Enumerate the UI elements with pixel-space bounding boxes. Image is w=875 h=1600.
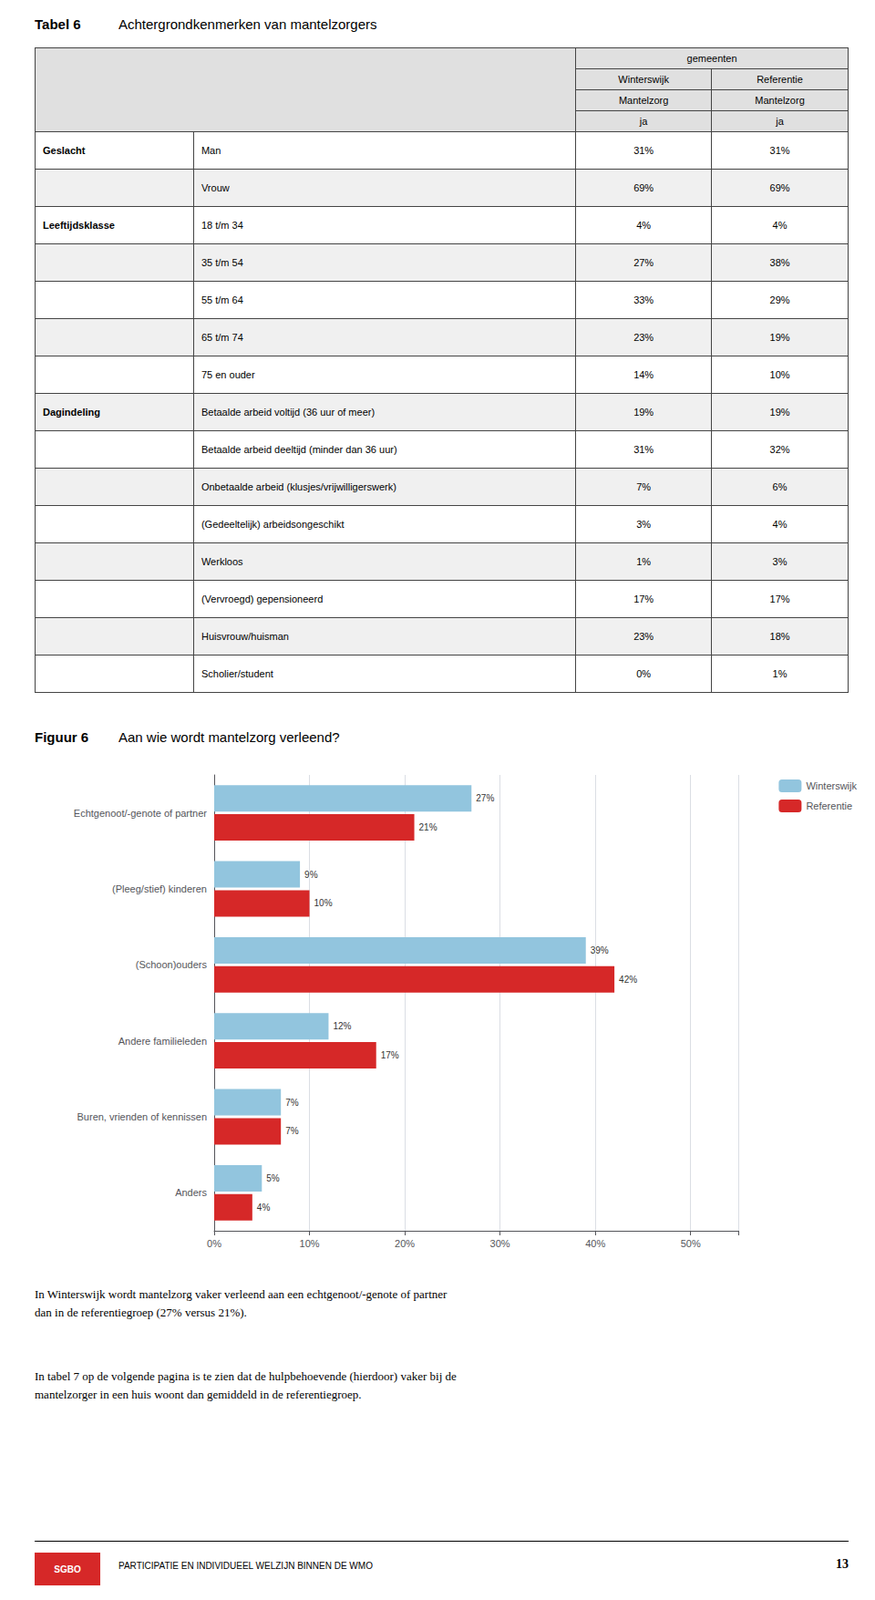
svg-text:39%: 39% <box>590 945 609 956</box>
html-text:6%: 6% <box>772 481 788 493</box>
html-text:In tabel 7 op de volgende pagi: In tabel 7 op de volgende pagina is te z… <box>34 1369 457 1402</box>
html-text:23%: 23% <box>633 630 654 642</box>
svg-text:9%: 9% <box>304 869 319 880</box>
html-text:17%: 17% <box>769 593 790 605</box>
html-text:In Winterswijk wordt mantelzor: In Winterswijk wordt mantelzorg vaker ve… <box>34 1286 447 1319</box>
html-text:SGBO: SGBO <box>54 1563 81 1574</box>
html-text:(Gedeeltelijk) arbeidsongeschi: (Gedeeltelijk) arbeidsongeschikt <box>201 518 345 530</box>
html-text:18 t/m 34: 18 t/m 34 <box>201 219 244 231</box>
svg-text:20%: 20% <box>394 1237 415 1249</box>
html-text:19%: 19% <box>633 406 654 418</box>
svg-text:10%: 10% <box>314 897 333 908</box>
svg-text:17%: 17% <box>380 1050 400 1061</box>
html-text:4%: 4% <box>636 219 651 231</box>
html-text:55 t/m 64: 55 t/m 64 <box>201 294 244 306</box>
html-text:29%: 29% <box>769 294 790 306</box>
html-text:1%: 1% <box>636 555 651 567</box>
html-text:PARTICIPATIE EN INDIVIDUEEL WE: PARTICIPATIE EN INDIVIDUEEL WELZIJN BINN… <box>118 1560 373 1571</box>
html-text:75 en ouder: 75 en ouder <box>201 369 255 381</box>
svg-text:(Schoon)ouders: (Schoon)ouders <box>135 958 208 970</box>
svg-text:42%: 42% <box>618 974 638 985</box>
svg-text:4%: 4% <box>257 1202 271 1213</box>
html-text:0%: 0% <box>636 668 651 680</box>
html-text:Huisvrouw/huisman: Huisvrouw/huisman <box>201 630 289 642</box>
html-text:Man: Man <box>201 144 221 156</box>
html-text:19%: 19% <box>769 406 790 418</box>
html-text:27%: 27% <box>633 257 654 268</box>
html-text:Achtergrondkenmerken van mante: Achtergrondkenmerken van mantelzorgers <box>118 16 377 32</box>
svg-text:7%: 7% <box>285 1125 299 1136</box>
html-text:Vrouw: Vrouw <box>201 182 230 194</box>
html-text:Dagindeling: Dagindeling <box>42 406 101 418</box>
html-text:19%: 19% <box>769 331 790 343</box>
html-text:10%: 10% <box>769 369 790 381</box>
svg-text:(Pleeg/stief) kinderen: (Pleeg/stief) kinderen <box>112 883 207 895</box>
svg-text:Referentie: Referentie <box>805 800 853 812</box>
html-text:4%: 4% <box>772 219 788 231</box>
html-text:7%: 7% <box>636 481 651 493</box>
svg-text:27%: 27% <box>475 792 495 803</box>
html-text:Leeftijdsklasse: Leeftijdsklasse <box>42 219 115 231</box>
html-text:13: 13 <box>835 1556 849 1571</box>
html-text:17%: 17% <box>633 593 654 605</box>
html-text:69%: 69% <box>769 182 790 194</box>
html-text:Betaalde arbeid deeltijd (mind: Betaalde arbeid deeltijd (minder dan 36 … <box>201 443 398 455</box>
html-text:Winterswijk: Winterswijk <box>618 73 670 85</box>
svg-text:0%: 0% <box>206 1237 222 1249</box>
html-text:Werkloos: Werkloos <box>201 555 243 567</box>
html-text:Referentie: Referentie <box>756 73 803 85</box>
html-text:ja: ja <box>775 115 784 127</box>
html-text:65 t/m 74: 65 t/m 74 <box>201 331 244 343</box>
svg-text:Winterswijk: Winterswijk <box>805 780 857 792</box>
html-text:69%: 69% <box>633 182 654 194</box>
html-text:31%: 31% <box>633 144 654 156</box>
html-text:32%: 32% <box>769 443 790 455</box>
html-text:1%: 1% <box>772 668 788 680</box>
svg-text:40%: 40% <box>585 1237 606 1249</box>
html-text:4%: 4% <box>772 518 788 530</box>
html-text:Mantelzorg: Mantelzorg <box>618 94 669 106</box>
html-text:Mantelzorg: Mantelzorg <box>754 94 805 106</box>
svg-text:12%: 12% <box>332 1020 351 1031</box>
svg-text:21%: 21% <box>419 822 438 833</box>
svg-text:Andere familieleden: Andere familieleden <box>118 1035 207 1047</box>
html-text:Onbetaalde arbeid (klusjes/vri: Onbetaalde arbeid (klusjes/vrijwilligers… <box>201 481 397 493</box>
svg-text:Buren, vrienden of kennissen: Buren, vrienden of kennissen <box>77 1111 207 1123</box>
html-text:14%: 14% <box>633 369 654 381</box>
html-text:18%: 18% <box>769 630 790 642</box>
html-text:gemeenten: gemeenten <box>686 52 738 64</box>
html-text:3%: 3% <box>772 555 788 567</box>
svg-text:Anders: Anders <box>175 1186 207 1198</box>
svg-text:7%: 7% <box>285 1097 299 1108</box>
svg-text:50%: 50% <box>680 1237 701 1249</box>
html-text:Scholier/student: Scholier/student <box>201 668 274 680</box>
html-text:38%: 38% <box>769 257 790 268</box>
html-text:3%: 3% <box>636 518 651 530</box>
html-text:Figuur 6: Figuur 6 <box>34 729 89 745</box>
html-text:31%: 31% <box>769 144 790 156</box>
html-text:33%: 33% <box>633 294 654 306</box>
html-text:Geslacht: Geslacht <box>42 144 86 156</box>
html-text:23%: 23% <box>633 331 654 343</box>
html-text:Betaalde arbeid voltijd (36 uu: Betaalde arbeid voltijd (36 uur of meer) <box>201 406 375 418</box>
svg-text:10%: 10% <box>299 1237 320 1249</box>
html-text:Aan wie wordt mantelzorg verle: Aan wie wordt mantelzorg verleend? <box>118 729 340 745</box>
html-text:35 t/m 54: 35 t/m 54 <box>201 257 244 268</box>
svg-text:30%: 30% <box>490 1237 511 1249</box>
html-text:Tabel 6: Tabel 6 <box>34 16 81 32</box>
svg-text:5%: 5% <box>266 1173 280 1184</box>
svg-text:Echtgenoot/-genote of partner: Echtgenoot/-genote of partner <box>73 807 207 819</box>
html-text:ja: ja <box>639 115 648 127</box>
html-text:31%: 31% <box>633 443 654 455</box>
html-text:(Vervroegd) gepensioneerd: (Vervroegd) gepensioneerd <box>201 593 323 605</box>
